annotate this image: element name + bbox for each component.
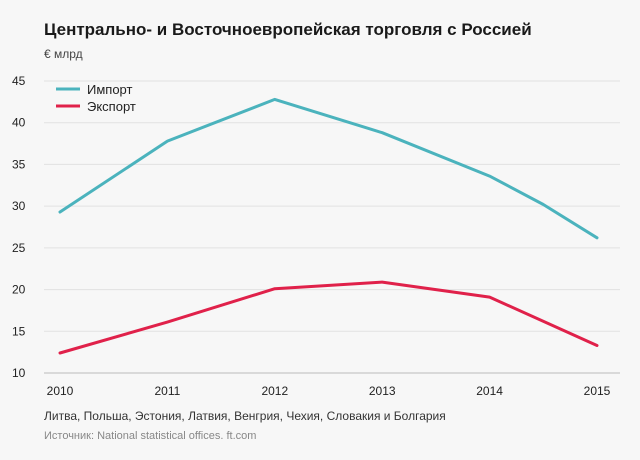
legend-label-1: Импорт	[87, 82, 132, 97]
x-tick-label-2012: 2012	[261, 384, 288, 398]
y-tick-label-35: 35	[12, 157, 26, 171]
x-tick-label-2010: 2010	[47, 384, 74, 398]
countries-note: Литва, Польша, Эстония, Латвия, Венгрия,…	[44, 409, 446, 423]
grid-lines	[44, 80, 620, 374]
y-tick-label-20: 20	[12, 283, 26, 297]
y-tick-label-10: 10	[12, 366, 26, 380]
y-tick-label-25: 25	[12, 241, 26, 255]
chart-subtitle-unit: € млрд	[44, 47, 83, 61]
x-tick-label-2014: 2014	[476, 384, 503, 398]
legend: Импорт Экспорт	[56, 82, 136, 114]
series-line-2	[58, 280, 599, 355]
chart-title: Центрально- и Восточноевропейская торгов…	[44, 20, 532, 39]
y-tick-label-45: 45	[12, 74, 26, 88]
y-axis-ticks: 10 15 20 25 30 35 40 45	[12, 74, 26, 380]
x-tick-label-2011: 2011	[154, 384, 180, 398]
x-tick-label-2013: 2013	[369, 384, 396, 398]
y-tick-label-40: 40	[12, 116, 26, 130]
legend-label-2: Экспорт	[87, 99, 136, 114]
x-axis-ticks: 2010 2011 2012 2013 2014 2015	[47, 384, 611, 398]
source-note: Источник: National statistical offices. …	[44, 430, 257, 442]
series-line-1	[58, 97, 599, 240]
y-tick-label-30: 30	[12, 199, 26, 213]
y-tick-label-15: 15	[12, 324, 26, 338]
x-tick-label-2015: 2015	[584, 384, 611, 398]
series-lines	[58, 97, 599, 355]
